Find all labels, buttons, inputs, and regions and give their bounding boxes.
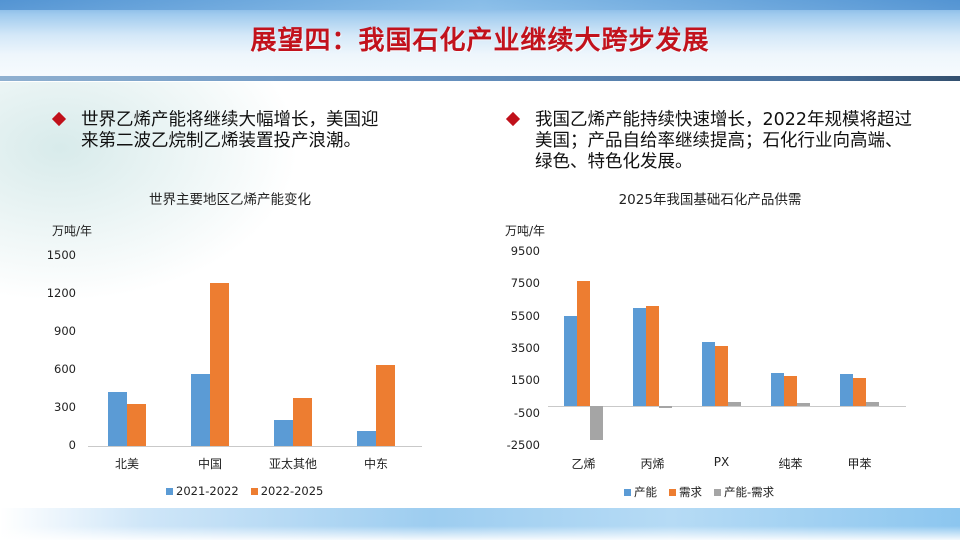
ytick-label: 7500 [510,276,540,291]
legend-item: 2022-2025 [250,484,324,498]
ytick-label: -2500 [506,438,540,452]
bar-3 [797,402,810,406]
legend-item: 产能-需求 [714,484,774,500]
left-bullet: 世界乙烯产能将继续大幅增长，美国迎 来第二波乙烷制乙烯装置投产浪潮。 [51,110,379,152]
category-label: PX [713,455,730,469]
left-bullet-line2: 来第二波乙烷制乙烯装置投产浪潮。 [81,131,361,151]
bar-2 [376,364,395,446]
header-divider [0,76,960,81]
left-chart-title: 世界主要地区乙烯产能变化 [149,192,311,208]
legend-label: 需求 [679,485,702,499]
legend-item: 产能 [624,484,657,500]
ytick-label: 3500 [510,341,540,355]
legend-swatch-icon [166,487,173,495]
left-chart-legend: 2021-2022 2022-2025 [166,484,323,498]
category-label: 纯苯 [778,457,803,471]
legend-item: 2021-2022 [166,484,239,498]
legend-swatch-icon [250,487,258,495]
left-bullet-line1: 世界乙烯产能将继续大幅增长，美国迎 [81,110,379,130]
ytick-label: 1500 [510,373,540,388]
bar-3 [659,405,672,408]
ytick-label: 1200 [46,286,76,300]
category-label: 甲苯 [847,457,872,471]
bar-1 [274,420,293,446]
footer-band [0,508,960,540]
left-chart-unit: 万吨/年 [52,224,93,238]
left-chart-baseline [88,446,422,447]
bar-3 [866,401,879,406]
right-bullet-line3: 绿色、特色化发展。 [535,152,693,172]
right-chart-unit: 万吨/年 [505,224,546,238]
bar-1 [702,341,715,406]
category-label: 中东 [363,457,388,471]
bar-1 [564,315,577,406]
right-chart-baseline [548,405,906,407]
bar-2 [293,397,312,446]
legend-swatch-icon [624,488,631,496]
bar-1 [771,372,784,406]
bar-1 [633,307,646,406]
bar-1 [840,373,853,406]
bar-2 [784,375,797,406]
right-bullet-line1: 我国乙烯产能持续快速增长，2022年规模将超过 [535,110,913,130]
legend-label: 产能 [634,485,657,499]
right-chart-legend: 产能 需求 产能-需求 [624,484,774,500]
category-label: 乙烯 [571,457,596,471]
bar-2 [210,283,229,446]
legend-item: 需求 [669,484,702,500]
legend-swatch-icon [669,488,676,496]
legend-swatch-icon [714,488,721,496]
ytick-label: 300 [54,400,76,414]
ytick-label: 1500 [46,248,76,262]
ytick-label: 0 [68,438,76,452]
legend-label: 产能-需求 [724,485,775,499]
category-label: 中国 [197,457,222,471]
bar-3 [728,401,741,406]
header-banner [0,0,960,78]
bar-3 [590,405,603,441]
bar-2 [646,305,659,406]
bar-2 [853,377,866,406]
right-bullet-line2: 美国；产品自给率继续提高；石化行业向高端、 [535,131,903,151]
bar-1 [108,391,127,446]
ytick-label: 900 [54,324,76,338]
right-bullet: 我国乙烯产能持续快速增长，2022年规模将超过 美国；产品自给率继续提高；石化行… [505,110,913,173]
category-label: 亚太其他 [268,457,317,471]
background-decoration [0,82,300,302]
diamond-bullet-icon [505,111,521,127]
ytick-label: 9500 [510,244,540,258]
category-label: 北美 [114,457,139,471]
page-title: 展望四：我国石化产业继续大跨步发展 [250,26,710,56]
bar-1 [357,430,376,446]
ytick-label: 600 [54,362,76,376]
bar-2 [577,280,590,406]
ytick-label: -500 [513,405,540,420]
right-chart-title: 2025年我国基础石化产品供需 [618,192,802,208]
bar-1 [191,373,210,446]
legend-label: 2021-2022 [176,484,239,498]
bar-2 [127,404,146,446]
ytick-label: 5500 [510,308,540,323]
category-label: 丙烯 [640,457,665,471]
bar-2 [715,345,728,406]
legend-label: 2022-2025 [260,484,324,498]
